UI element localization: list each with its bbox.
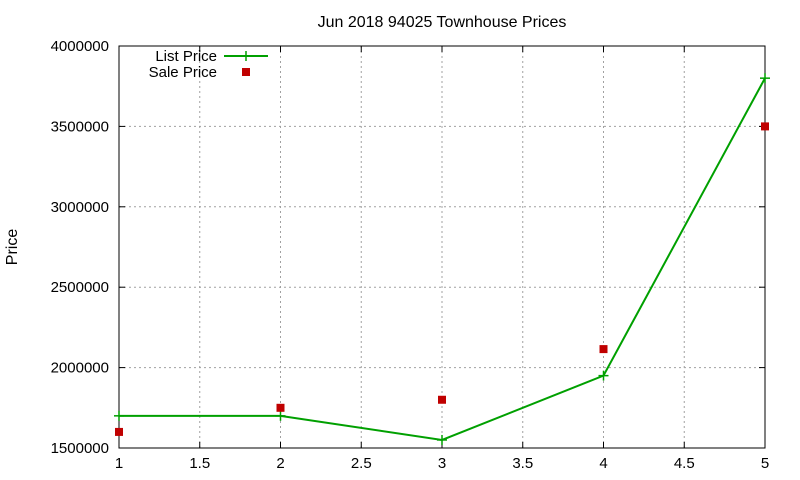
y-tick-label: 4000000 [51,38,109,55]
sale-price-point [276,403,285,412]
grid-lines [119,46,765,448]
list-price-point [114,410,124,421]
sale-price-point [761,122,769,131]
chart-title: Jun 2018 94025 Townhouse Prices [318,14,567,31]
x-tick-label: 3.5 [512,455,533,472]
x-tick-label: 3 [438,455,446,472]
y-tick-label: 3000000 [51,199,109,216]
sale-price-point [599,345,608,354]
x-tick-label: 1.5 [189,455,210,472]
legend-label-list-price: List Price [155,48,217,65]
legend-label-sale-price: Sale Price [149,64,217,81]
x-tick-label: 2.5 [351,455,372,472]
sale-price-point [438,395,446,404]
y-axis-label: Price [4,229,21,266]
x-tick-label: 4.5 [674,455,695,472]
y-tick-label: 2500000 [51,279,109,296]
sale-price-point [115,427,123,436]
x-tick-label: 4 [599,455,607,472]
x-tick-label: 1 [115,455,123,472]
list-price-point [275,410,286,421]
list-price-point [598,370,609,381]
axis-ticks: 1 1.5 2 2.5 3 3.5 4 4.5 5 1500000 2000000 2500000 30… [51,38,770,472]
data-series [114,73,770,445]
legend-marker-sale-price [242,68,250,76]
y-tick-label: 2000000 [51,360,109,377]
y-tick-label: 3500000 [51,118,109,135]
x-tick-label: 2 [276,455,284,472]
y-tick-label: 1500000 [51,440,109,457]
list-price-point [437,434,447,445]
legend-marker-list-price [241,51,251,61]
list-price-point [760,73,770,84]
x-tick-label: 5 [761,455,769,472]
